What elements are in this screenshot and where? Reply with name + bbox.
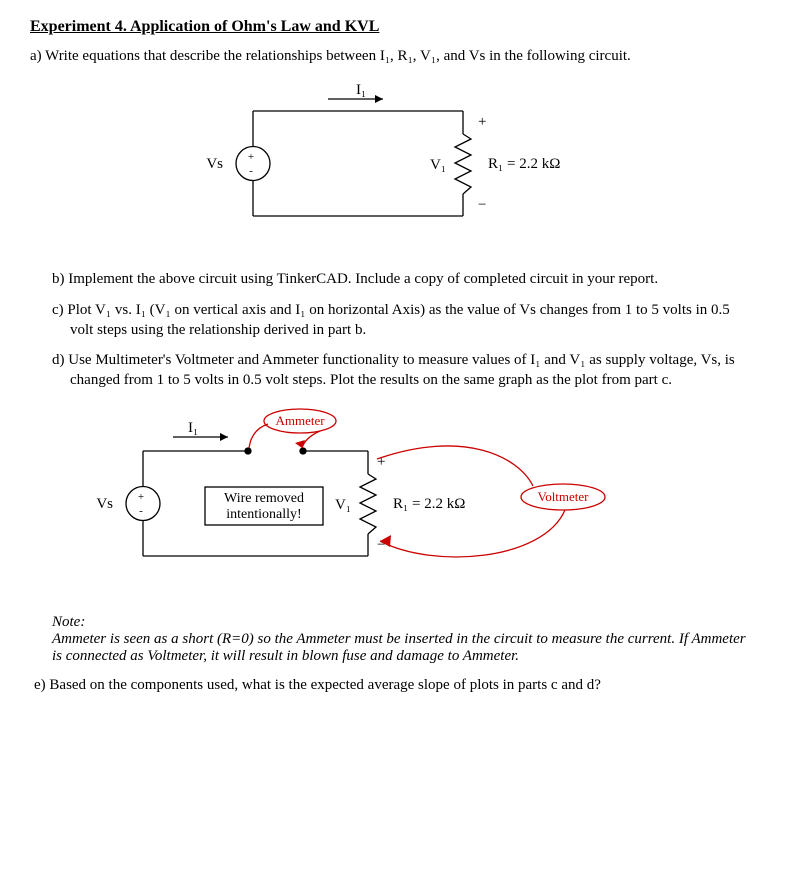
wirebox-line2: intentionally!	[226, 507, 301, 522]
ammeter-label: Ammeter	[275, 413, 325, 428]
src-plus: +	[248, 151, 254, 163]
question-e: e) Based on the components used, what is…	[30, 675, 756, 695]
label2-r1: R₁ = 2.2 kΩ	[393, 496, 465, 512]
label-plus: +	[478, 114, 486, 130]
circuit-diagram-1: I₁ Vs + - V₁ + − R₁ = 2.2 kΩ	[30, 76, 756, 251]
src-minus: -	[249, 165, 253, 177]
circuit-diagram-2: I₁ Ammeter Voltmeter Vs + - V₁ + − R₁ = …	[30, 401, 756, 596]
src2-minus: -	[139, 505, 143, 517]
label-vs: Vs	[206, 156, 223, 172]
wirebox-line1: Wire removed	[224, 491, 304, 506]
label-r1: R₁ = 2.2 kΩ	[488, 156, 560, 172]
label2-minus: −	[377, 537, 385, 553]
src2-plus: +	[138, 491, 144, 503]
label2-i1: I₁	[188, 420, 198, 436]
label-v1: V₁	[430, 157, 446, 173]
voltmeter-label: Voltmeter	[537, 489, 589, 504]
note-body: Ammeter is seen as a short (R=0) so the …	[52, 631, 756, 665]
page-title: Experiment 4. Application of Ohm's Law a…	[30, 18, 756, 36]
question-a: a) Write equations that describe the rel…	[30, 46, 756, 66]
question-d: d) Use Multimeter's Voltmeter and Ammete…	[30, 350, 756, 391]
question-c: c) Plot V₁ vs. I₁ (V₁ on vertical axis a…	[30, 300, 756, 341]
note-block: Note: Ammeter is seen as a short (R=0) s…	[30, 614, 756, 665]
label-i1: I₁	[356, 82, 366, 98]
label2-vs: Vs	[96, 496, 113, 512]
label-minus: −	[478, 197, 486, 213]
note-head: Note:	[52, 614, 756, 631]
label2-v1: V₁	[335, 497, 351, 513]
label2-plus: +	[377, 454, 385, 470]
question-b: b) Implement the above circuit using Tin…	[30, 269, 756, 289]
